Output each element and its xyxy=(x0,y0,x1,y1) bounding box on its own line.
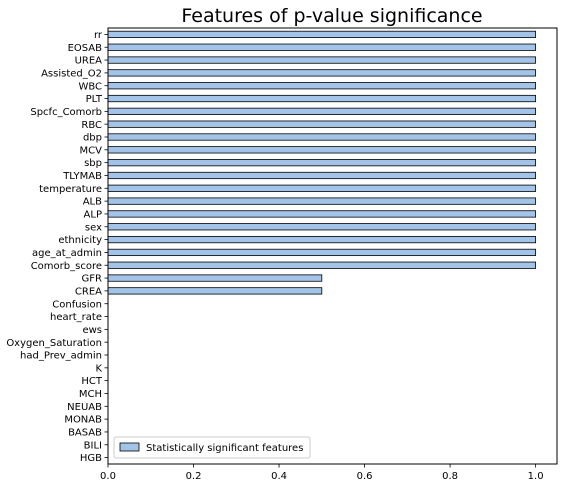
bar-Comorb_score xyxy=(107,261,537,269)
legend: Statistically significant features xyxy=(113,436,311,459)
y-tick-label: NEUAB xyxy=(67,402,102,413)
y-tick-label: temperature xyxy=(39,184,102,195)
bar-RBC xyxy=(107,120,537,128)
y-tick-label: BILI xyxy=(84,440,102,451)
y-tick-label: HGB xyxy=(80,453,102,464)
legend-label: Statistically significant features xyxy=(146,443,303,454)
x-tick-label: 0.0 xyxy=(100,471,116,482)
y-tick-label: Spcfc_Comorb xyxy=(30,107,102,118)
y-tick-label: BASAB xyxy=(68,428,102,439)
y-tick-label: heart_rate xyxy=(50,312,102,323)
bar-UREA xyxy=(107,56,537,64)
y-tick-label: sbp xyxy=(84,158,102,169)
x-tick-label: 0.2 xyxy=(186,471,202,482)
plot-frame xyxy=(107,27,558,465)
y-tick-label: Assisted_O2 xyxy=(41,68,102,79)
bar-ethnicity xyxy=(107,235,537,244)
bar-rr xyxy=(107,30,537,39)
y-tick-label: Comorb_score xyxy=(31,261,102,272)
bar-ALP xyxy=(107,210,537,218)
bar-MCV xyxy=(107,146,537,154)
bar-WBC xyxy=(107,82,537,90)
y-tick-label: CREA xyxy=(75,286,102,297)
bar-dbp xyxy=(107,133,537,141)
y-tick-label: Confusion xyxy=(52,299,102,310)
y-tick-label: EOSAB xyxy=(68,43,103,54)
y-tick-label: MONAB xyxy=(64,415,102,426)
y-tick-label: K xyxy=(95,363,102,374)
y-tick-label: rr xyxy=(94,30,103,41)
chart-title: Features of p-value significance xyxy=(181,5,482,27)
y-tick-label: UREA xyxy=(75,56,103,67)
bar-TLYMAB xyxy=(107,171,537,180)
bar-CREA xyxy=(107,287,323,295)
bar-GFR xyxy=(107,274,323,282)
bar-ALB xyxy=(107,197,537,205)
y-tick-label: sex xyxy=(85,222,102,233)
y-tick-label: dbp xyxy=(83,133,102,144)
legend-box xyxy=(113,436,311,459)
bar-Spcfc_Comorb xyxy=(107,107,537,115)
x-tick-label: 0.4 xyxy=(271,471,287,482)
y-tick-label: TLYMAB xyxy=(62,171,102,182)
y-tick-label: ews xyxy=(82,325,102,336)
bars-layer xyxy=(107,30,537,295)
x-tick-label: 0.6 xyxy=(357,471,373,482)
y-tick-label: WBC xyxy=(78,81,102,92)
bar-EOSAB xyxy=(107,43,537,51)
bar-age_at_admin xyxy=(107,248,537,257)
bar-temperature xyxy=(107,184,537,192)
legend-swatch xyxy=(119,442,140,452)
y-tick-label: RBC xyxy=(81,120,102,131)
y-tick-label: Oxygen_Saturation xyxy=(6,338,102,349)
y-tick-label: ethnicity xyxy=(58,235,102,246)
y-tick-label: MCV xyxy=(80,145,103,156)
y-tick-label: MCH xyxy=(79,389,102,400)
bar-Assisted_O2 xyxy=(107,69,537,77)
y-tick-label: PLT xyxy=(86,94,103,105)
y-tick-label: ALB xyxy=(83,197,102,208)
x-axis: 0.0 0.2 0.4 0.6 0.8 1.0 xyxy=(100,464,544,482)
bar-sex xyxy=(107,223,537,231)
y-tick-label: age_at_admin xyxy=(32,248,102,259)
y-tick-label: had_Prev_admin xyxy=(20,351,102,362)
y-tick-label: GFR xyxy=(82,274,103,285)
x-tick-label: 1.0 xyxy=(528,471,544,482)
y-tick-label: ALP xyxy=(84,210,102,221)
x-tick-label: 0.8 xyxy=(442,471,458,482)
y-tick-label: HCT xyxy=(81,376,103,387)
bar-sbp xyxy=(107,159,537,167)
bar-PLT xyxy=(107,94,537,103)
